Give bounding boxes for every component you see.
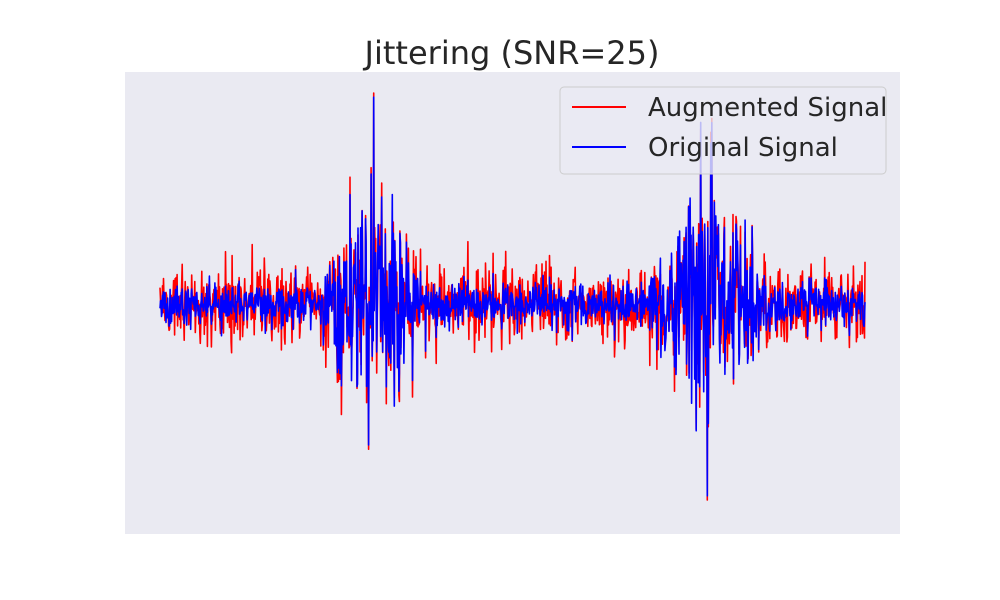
legend-label-original: Original Signal — [648, 133, 838, 163]
legend-box — [559, 86, 887, 175]
chart-title: Jittering (SNR=25) — [363, 34, 660, 72]
series-line-original — [159, 96, 866, 497]
series-group — [159, 92, 866, 501]
legend-label-augmented: Augmented Signal — [648, 93, 887, 123]
legend: Augmented Signal Original Signal — [559, 86, 887, 175]
